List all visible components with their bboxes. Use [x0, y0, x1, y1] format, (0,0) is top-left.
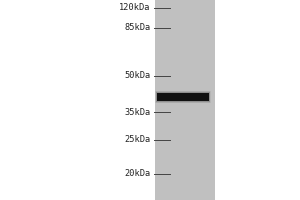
Text: 35kDa: 35kDa [124, 108, 151, 116]
Text: 120kDa: 120kDa [119, 3, 151, 12]
Text: 25kDa: 25kDa [124, 136, 151, 144]
Text: 85kDa: 85kDa [124, 23, 151, 32]
Text: 50kDa: 50kDa [124, 72, 151, 80]
Text: 20kDa: 20kDa [124, 170, 151, 178]
